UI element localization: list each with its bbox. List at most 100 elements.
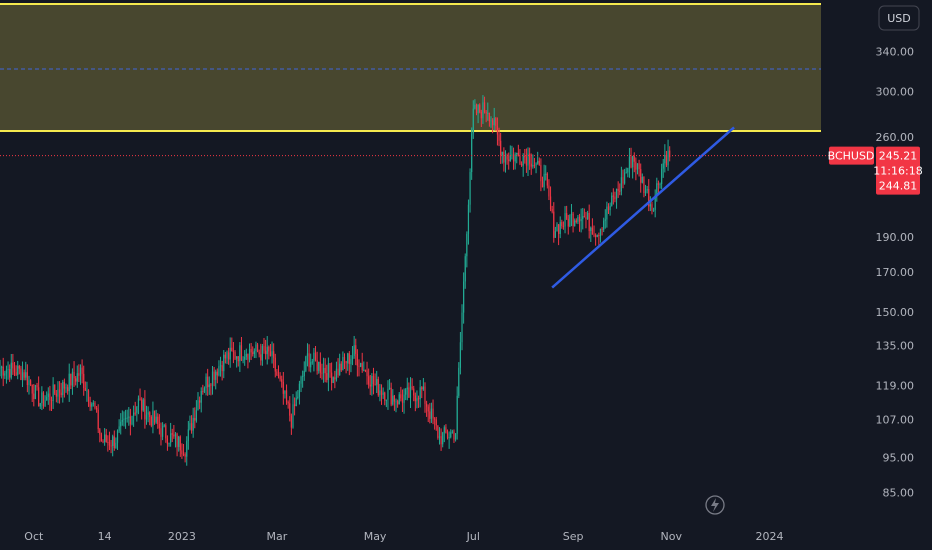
candle-body[interactable] <box>607 206 610 211</box>
candle-body[interactable] <box>429 411 431 419</box>
candle-body[interactable] <box>62 381 64 395</box>
candle-body[interactable] <box>337 368 339 376</box>
candle-body[interactable] <box>332 377 334 384</box>
candle-body[interactable] <box>208 384 210 388</box>
candle-body[interactable] <box>21 372 24 381</box>
candle-body[interactable] <box>548 185 550 197</box>
candle-body[interactable] <box>310 362 312 368</box>
candle-body[interactable] <box>345 361 347 364</box>
candle-body[interactable] <box>527 153 529 166</box>
candle-body[interactable] <box>105 434 107 442</box>
ascending-trendline[interactable] <box>551 126 735 289</box>
candle-body[interactable] <box>95 407 98 410</box>
candle-body[interactable] <box>453 431 455 440</box>
candle-body[interactable] <box>445 427 447 434</box>
candle-body[interactable] <box>57 389 59 397</box>
candle-body[interactable] <box>578 216 581 222</box>
candle-body[interactable] <box>525 156 528 166</box>
candle-body[interactable] <box>142 399 144 411</box>
candle-body[interactable] <box>131 415 133 425</box>
candle-body[interactable] <box>641 176 643 183</box>
candle-body[interactable] <box>26 372 28 386</box>
candle-body[interactable] <box>463 281 465 313</box>
candle-body[interactable] <box>654 194 656 210</box>
candle-body[interactable] <box>25 372 27 378</box>
candle-body[interactable] <box>79 367 82 376</box>
candle-body[interactable] <box>181 450 183 455</box>
candle-body[interactable] <box>258 351 260 355</box>
candle-body[interactable] <box>512 154 515 162</box>
candle-body[interactable] <box>255 344 257 352</box>
candle-body[interactable] <box>331 372 333 384</box>
candle-body[interactable] <box>55 393 57 397</box>
candle-body[interactable] <box>71 371 74 386</box>
candle-body[interactable] <box>588 213 590 232</box>
candle-body[interactable] <box>454 433 457 440</box>
candle-body[interactable] <box>237 356 239 362</box>
candle-body[interactable] <box>240 345 243 360</box>
candle-body[interactable] <box>247 354 249 360</box>
candle-body[interactable] <box>387 389 389 400</box>
candle-body[interactable] <box>442 432 444 445</box>
candle-body[interactable] <box>305 356 307 371</box>
candle-body[interactable] <box>591 227 594 235</box>
candle-body[interactable] <box>308 353 310 368</box>
candle-body[interactable] <box>611 195 613 206</box>
candle-body[interactable] <box>28 380 30 386</box>
candle-body[interactable] <box>619 190 621 192</box>
candle-body[interactable] <box>168 442 170 445</box>
candle-body[interactable] <box>627 168 629 173</box>
candle-body[interactable] <box>661 168 663 185</box>
candle-body[interactable] <box>63 381 65 389</box>
candle-body[interactable] <box>567 218 569 227</box>
candle-body[interactable] <box>121 419 123 422</box>
candle-body[interactable] <box>371 375 373 387</box>
candle-body[interactable] <box>104 434 106 443</box>
candle-body[interactable] <box>231 347 233 352</box>
candle-body[interactable] <box>290 415 292 428</box>
candle-body[interactable] <box>516 152 518 155</box>
candle-body[interactable] <box>559 222 561 235</box>
candle-body[interactable] <box>18 365 20 369</box>
candle-body[interactable] <box>466 233 468 257</box>
candle-body[interactable] <box>92 402 94 404</box>
resistance-zone[interactable] <box>0 4 821 131</box>
candle-body[interactable] <box>464 256 466 282</box>
candle-body[interactable] <box>210 384 212 386</box>
candle-body[interactable] <box>15 372 17 375</box>
candle-body[interactable] <box>537 160 539 164</box>
candle-body[interactable] <box>17 365 19 375</box>
candle-body[interactable] <box>207 376 209 388</box>
candle-body[interactable] <box>603 220 605 230</box>
candle-body[interactable] <box>472 108 474 134</box>
candle-body[interactable] <box>223 354 225 372</box>
candle-body[interactable] <box>41 392 43 404</box>
candle-body[interactable] <box>657 183 660 185</box>
candle-body[interactable] <box>147 412 149 415</box>
candle-body[interactable] <box>474 104 476 109</box>
candle-body[interactable] <box>313 352 315 362</box>
candle-body[interactable] <box>416 398 418 402</box>
candle-body[interactable] <box>187 429 189 441</box>
candle-body[interactable] <box>189 423 191 430</box>
candle-body[interactable] <box>615 188 618 200</box>
candle-body[interactable] <box>194 417 196 421</box>
candle-body[interactable] <box>350 359 352 365</box>
candle-body[interactable] <box>316 359 318 371</box>
candle-body[interactable] <box>155 416 157 423</box>
candle-body[interactable] <box>348 353 350 365</box>
candle-body[interactable] <box>229 347 231 360</box>
candle-body[interactable] <box>99 429 101 435</box>
candle-body[interactable] <box>269 351 272 356</box>
candle-body[interactable] <box>242 359 244 361</box>
candle-body[interactable] <box>153 410 156 423</box>
candle-body[interactable] <box>609 205 611 211</box>
candle-body[interactable] <box>20 368 22 381</box>
candle-body[interactable] <box>157 416 159 425</box>
candle-body[interactable] <box>374 383 376 385</box>
candle-body[interactable] <box>141 399 143 411</box>
candle-body[interactable] <box>384 392 386 401</box>
candle-body[interactable] <box>403 394 405 403</box>
candle-body[interactable] <box>86 390 88 392</box>
